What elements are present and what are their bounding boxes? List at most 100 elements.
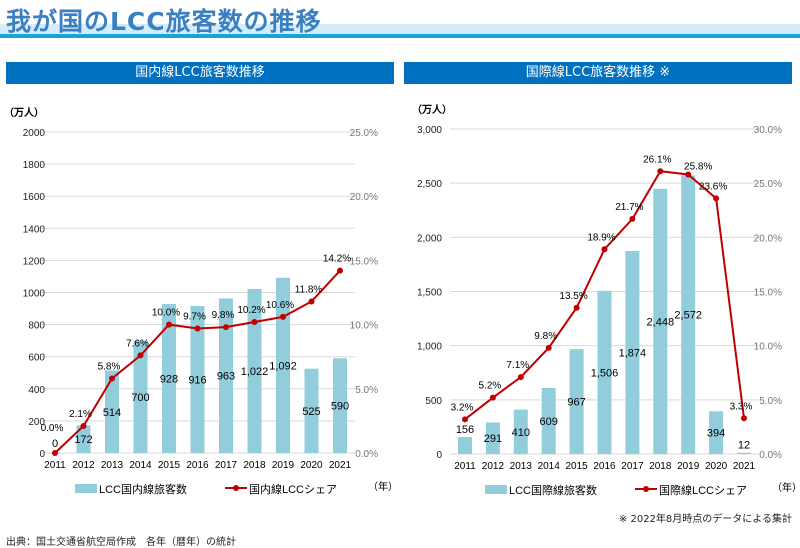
y-tick-label: 800 <box>28 321 45 332</box>
y2-tick-label: 10.0% <box>350 321 378 332</box>
bar-value-label: 1,506 <box>591 367 619 379</box>
y-tick-label: 1,000 <box>417 342 442 353</box>
y2-tick-label: 10.0% <box>754 342 782 353</box>
x-tick-label: 2017 <box>215 460 238 471</box>
bar-value-label: 394 <box>707 428 725 440</box>
share-value-label: 7.6% <box>126 338 149 349</box>
share-point <box>545 344 552 351</box>
y-axis-unit: （万人） <box>4 106 44 119</box>
x-tick-label: 2019 <box>677 461 700 472</box>
source-note: 出典：国土交通省航空局作成 各年（暦年）の統計 <box>6 537 236 548</box>
y2-tick-label: 5.0% <box>355 385 378 396</box>
legend-line-label: 国内線LCCシェア <box>249 482 337 496</box>
x-tick-label: 2012 <box>482 461 505 472</box>
share-point <box>337 267 343 274</box>
y-tick-label: 1800 <box>23 160 46 171</box>
bar <box>541 388 556 454</box>
share-value-label: 10.0% <box>152 308 180 319</box>
title-rule <box>0 34 800 38</box>
share-point <box>223 324 229 331</box>
page-title: 我が国のLCC旅客数の推移 <box>6 7 322 36</box>
y-axis-unit: （万人） <box>412 103 452 116</box>
share-point <box>194 325 201 332</box>
share-point <box>713 195 720 202</box>
share-point <box>308 298 315 305</box>
x-tick-label: 2017 <box>621 461 644 472</box>
share-point <box>280 313 286 320</box>
share-point <box>80 423 87 430</box>
bar-value-label: 967 <box>567 397 585 409</box>
x-tick-label: 2014 <box>538 461 561 472</box>
y-tick-label: 2,000 <box>417 233 442 244</box>
bar <box>76 425 91 453</box>
y-tick-label: 3,000 <box>417 125 442 136</box>
share-value-label: 14.2% <box>323 254 351 265</box>
bar <box>105 370 119 453</box>
footnote: ※ 2022年8月時点のデータによる集計 <box>618 514 792 525</box>
bar-value-label: 928 <box>160 374 178 386</box>
legend-bar-label: LCC国内線旅客数 <box>99 482 187 496</box>
legend-bar-label: LCC国際線旅客数 <box>509 483 597 497</box>
x-tick-label: 2015 <box>565 461 588 472</box>
share-value-label: 5.8% <box>98 362 121 373</box>
bar-value-label: 1,022 <box>241 366 269 378</box>
x-axis-unit: （年） <box>772 481 800 494</box>
legend-bar-swatch <box>75 484 97 493</box>
share-value-label: 10.2% <box>237 305 265 316</box>
x-tick-label: 2018 <box>649 461 672 472</box>
share-value-label: 2.1% <box>69 409 92 420</box>
x-tick-label: 2011 <box>454 461 476 472</box>
share-point <box>657 168 664 175</box>
y2-tick-label: 20.0% <box>754 233 782 244</box>
y-tick-label: 400 <box>28 385 45 396</box>
y-tick-label: 200 <box>28 417 45 428</box>
bar-value-label: 2,448 <box>647 316 675 328</box>
share-value-label: 3.3% <box>730 401 753 412</box>
share-value-label: 9.8% <box>534 331 557 342</box>
x-tick-label: 2021 <box>733 461 756 472</box>
share-value-label: 10.6% <box>266 300 294 311</box>
bar-value-label: 1,874 <box>619 347 647 359</box>
bar-value-label: 156 <box>456 424 474 436</box>
y-tick-label: 600 <box>28 353 45 364</box>
bar <box>190 305 205 453</box>
share-point <box>109 375 115 382</box>
x-tick-label: 2020 <box>705 461 728 472</box>
share-value-label: 13.5% <box>559 291 587 302</box>
bar <box>737 452 751 454</box>
bar <box>625 250 640 454</box>
bar-value-label: 514 <box>103 407 121 419</box>
share-value-label: 11.8% <box>295 284 323 295</box>
share-value-label: 25.8% <box>684 162 712 173</box>
share-point <box>629 215 636 222</box>
y2-tick-label: 25.0% <box>754 179 782 190</box>
y-tick-label: 2,500 <box>417 179 442 190</box>
x-tick-label: 2016 <box>186 460 209 471</box>
y-tick-label: 0 <box>436 450 442 461</box>
y2-tick-label: 15.0% <box>350 256 378 267</box>
y-tick-label: 1600 <box>23 192 46 203</box>
y2-tick-label: 0.0% <box>759 450 782 461</box>
share-point <box>517 374 524 381</box>
bar <box>133 340 148 453</box>
x-tick-label: 2012 <box>72 460 95 471</box>
y-tick-label: 2000 <box>23 128 46 139</box>
share-point <box>462 416 468 423</box>
bar <box>162 304 176 453</box>
bar <box>333 358 347 453</box>
share-point <box>251 319 258 326</box>
bar-value-label: 525 <box>302 406 320 418</box>
bar-value-label: 2,572 <box>674 310 702 322</box>
share-point <box>166 321 172 328</box>
bar <box>458 437 472 454</box>
bar-value-label: 172 <box>74 434 92 446</box>
y-tick-label: 500 <box>425 396 442 407</box>
y-tick-label: 1400 <box>23 224 46 235</box>
international-panel-title: 国際線LCC旅客数推移 ※ <box>404 62 792 84</box>
share-value-label: 9.8% <box>212 310 235 321</box>
share-point <box>489 394 496 401</box>
y-tick-label: 1000 <box>23 289 46 300</box>
x-tick-label: 2013 <box>101 460 124 471</box>
bar <box>513 409 528 454</box>
y2-tick-label: 15.0% <box>754 288 782 299</box>
